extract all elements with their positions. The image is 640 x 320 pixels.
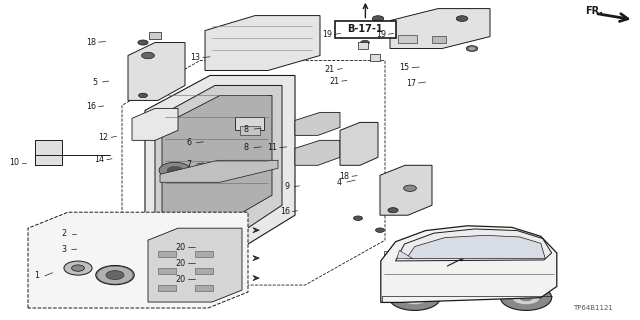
Polygon shape <box>253 228 259 233</box>
Text: 20: 20 <box>175 259 186 268</box>
Text: 1: 1 <box>35 271 40 280</box>
Text: 15: 15 <box>399 63 410 72</box>
Polygon shape <box>148 228 242 302</box>
Bar <box>158 268 176 274</box>
Polygon shape <box>295 112 340 135</box>
Circle shape <box>167 166 182 174</box>
Text: 18: 18 <box>339 172 349 181</box>
Circle shape <box>388 208 398 213</box>
Polygon shape <box>253 276 259 281</box>
Circle shape <box>468 47 476 50</box>
Text: 18: 18 <box>86 38 96 47</box>
Polygon shape <box>381 226 557 302</box>
Circle shape <box>96 266 134 285</box>
Text: 8: 8 <box>244 143 249 152</box>
Circle shape <box>376 228 385 232</box>
Circle shape <box>106 271 124 280</box>
Circle shape <box>401 291 429 305</box>
Text: 21: 21 <box>324 65 335 74</box>
Bar <box>195 268 213 274</box>
Text: 5: 5 <box>92 77 97 86</box>
Text: 3: 3 <box>61 245 67 254</box>
Bar <box>335 20 396 38</box>
Text: 19: 19 <box>376 30 386 39</box>
Circle shape <box>141 52 154 59</box>
Text: 8: 8 <box>244 124 249 133</box>
Text: 19: 19 <box>323 30 333 39</box>
Circle shape <box>138 40 148 45</box>
Bar <box>240 126 260 135</box>
Text: 14: 14 <box>94 155 104 164</box>
Circle shape <box>72 265 84 271</box>
Bar <box>149 31 161 38</box>
Polygon shape <box>397 250 413 259</box>
Text: 11: 11 <box>267 143 277 152</box>
Polygon shape <box>253 256 259 261</box>
Polygon shape <box>28 212 248 308</box>
Bar <box>195 251 213 257</box>
Polygon shape <box>205 16 320 70</box>
Bar <box>358 42 367 49</box>
Circle shape <box>404 185 417 191</box>
Circle shape <box>520 294 532 301</box>
Polygon shape <box>390 9 490 49</box>
Polygon shape <box>340 122 378 165</box>
Bar <box>384 251 398 270</box>
Text: B-17-1: B-17-1 <box>348 24 383 34</box>
Text: 20: 20 <box>175 275 186 284</box>
Polygon shape <box>35 140 62 165</box>
Circle shape <box>389 285 440 310</box>
Bar <box>432 36 446 43</box>
Polygon shape <box>128 43 185 100</box>
Polygon shape <box>162 95 272 228</box>
Bar <box>195 285 213 291</box>
Polygon shape <box>295 140 340 165</box>
Polygon shape <box>145 76 295 255</box>
Text: 2: 2 <box>61 229 67 238</box>
Text: 17: 17 <box>406 78 416 87</box>
Text: 20: 20 <box>175 243 186 252</box>
Circle shape <box>512 291 540 305</box>
Text: 4: 4 <box>337 178 342 187</box>
Bar <box>541 251 555 270</box>
Text: 16: 16 <box>86 102 96 111</box>
Bar <box>370 54 380 60</box>
Text: 12: 12 <box>99 133 109 142</box>
Circle shape <box>408 294 421 301</box>
Bar <box>158 251 176 257</box>
Circle shape <box>456 16 468 21</box>
Polygon shape <box>406 236 545 259</box>
Circle shape <box>500 285 552 310</box>
Bar <box>158 285 176 291</box>
Text: 16: 16 <box>280 207 290 216</box>
Text: 7: 7 <box>186 160 191 169</box>
Circle shape <box>353 216 362 220</box>
Text: 13: 13 <box>190 53 200 62</box>
Polygon shape <box>155 85 282 245</box>
Circle shape <box>466 46 477 52</box>
Polygon shape <box>396 229 552 261</box>
Text: 10: 10 <box>9 158 19 167</box>
Text: TP64B1121: TP64B1121 <box>573 305 613 311</box>
Polygon shape <box>160 160 278 182</box>
Polygon shape <box>380 165 432 215</box>
Bar <box>398 35 417 43</box>
Polygon shape <box>132 108 178 140</box>
Circle shape <box>64 261 92 275</box>
Text: 21: 21 <box>329 76 339 86</box>
Text: 6: 6 <box>186 138 191 147</box>
Text: 9: 9 <box>284 182 289 191</box>
Circle shape <box>372 16 384 21</box>
Circle shape <box>138 93 147 98</box>
Circle shape <box>360 40 369 45</box>
Bar <box>235 117 264 130</box>
Text: FR.: FR. <box>586 6 604 16</box>
Circle shape <box>159 162 191 178</box>
